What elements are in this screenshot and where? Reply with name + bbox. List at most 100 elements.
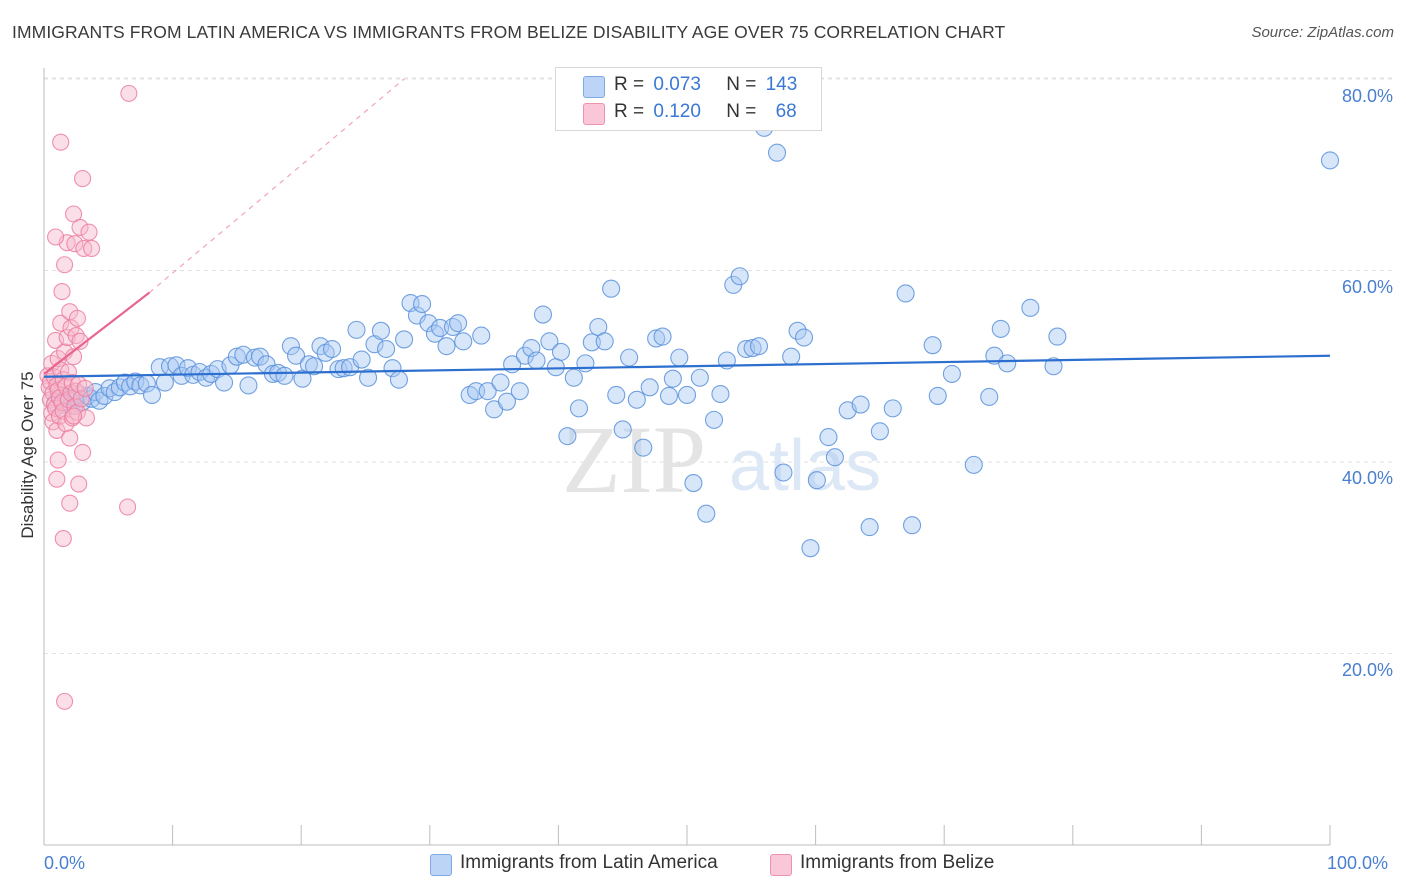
data-point-belize [48, 470, 66, 488]
data-point-latin-america [749, 337, 769, 356]
data-point-latin-america [359, 368, 378, 387]
data-point-latin-america [419, 314, 438, 333]
data-point-latin-america [287, 346, 306, 365]
data-point-latin-america [677, 385, 697, 405]
data-point-latin-america [782, 347, 801, 366]
data-point-latin-america [1320, 151, 1340, 170]
data-point-latin-america [640, 378, 659, 397]
data-point-latin-america [564, 368, 583, 387]
data-point-latin-america [1048, 327, 1067, 346]
data-point-latin-america [998, 354, 1017, 373]
data-point-belize [76, 379, 94, 397]
data-point-latin-america [743, 339, 762, 358]
data-point-latin-america [275, 366, 294, 385]
data-point-latin-america [883, 399, 902, 418]
data-point-belize [77, 409, 95, 427]
data-point-belize [83, 239, 101, 258]
data-point-latin-america [582, 333, 601, 352]
data-point-latin-america [533, 305, 553, 324]
data-point-belize [44, 413, 62, 431]
data-point-latin-america [663, 369, 682, 388]
data-point-latin-america [659, 386, 679, 405]
data-point-belize [48, 421, 66, 439]
data-point-latin-america [634, 438, 653, 457]
legend-r-value: 0.120 [653, 101, 701, 122]
data-point-latin-america [807, 471, 826, 490]
legend-r-value: 0.073 [653, 74, 701, 95]
data-point-latin-america [131, 376, 150, 395]
legend-n-value: 68 [775, 101, 797, 122]
data-point-belize [68, 309, 86, 327]
data-point-latin-america [684, 474, 703, 493]
watermark-atlas: atlas [729, 426, 881, 506]
y-tick-label-40: 40.0% [1341, 468, 1393, 488]
data-point-latin-america [413, 294, 432, 314]
data-point-latin-america [870, 422, 889, 441]
data-point-belize [52, 133, 70, 151]
data-point-latin-america [690, 368, 709, 387]
watermark-zip: ZIP [562, 406, 706, 513]
data-point-latin-america [142, 385, 162, 405]
data-point-latin-america [774, 463, 793, 482]
data-point-latin-america [980, 387, 999, 406]
data-point-latin-america [697, 504, 716, 523]
data-point-latin-america [527, 351, 546, 370]
data-point-belize [74, 170, 92, 188]
data-point-latin-america [281, 337, 300, 356]
data-point-latin-america [437, 337, 456, 356]
data-point-latin-america [613, 420, 632, 439]
data-point-latin-america [454, 332, 473, 351]
data-point-belize [61, 494, 79, 512]
data-point-latin-america [942, 364, 961, 383]
legend-r-label: R = [614, 101, 645, 122]
data-point-latin-america [825, 448, 844, 467]
data-point-latin-america [472, 326, 491, 345]
data-point-latin-america [377, 339, 396, 359]
data-point-latin-america [515, 346, 535, 365]
y-axis-title: Disability Age Over 75 [18, 371, 37, 539]
data-point-latin-america [819, 428, 838, 447]
data-point-latin-america [86, 383, 105, 402]
data-point-latin-america [431, 318, 450, 338]
data-point-latin-america [389, 370, 408, 389]
data-point-latin-america [1021, 298, 1040, 317]
data-point-latin-america [902, 516, 922, 535]
data-point-latin-america [653, 327, 672, 346]
x-tick-label-min: 0.0% [44, 853, 86, 873]
data-point-latin-america [1044, 357, 1063, 376]
legend-swatch-pink [583, 103, 605, 125]
data-point-belize [70, 475, 88, 493]
data-point-latin-america [214, 373, 234, 392]
data-point-belize [119, 498, 137, 516]
data-point-latin-america [794, 328, 814, 347]
data-point-latin-america [602, 279, 621, 298]
data-point-latin-america [540, 332, 559, 351]
data-point-belize [74, 443, 92, 461]
data-point-latin-america [239, 376, 258, 395]
data-point-latin-america [371, 321, 390, 340]
y-tick-label-80: 80.0% [1341, 86, 1393, 106]
data-point-latin-america [491, 373, 510, 392]
legend-r-label: R = [614, 74, 645, 95]
legend-n-value: 143 [765, 74, 798, 95]
data-point-latin-america [627, 390, 646, 409]
series-swatch-blue [430, 854, 452, 876]
x-tick-label-max: 100.0% [1327, 853, 1389, 873]
data-point-latin-america [767, 143, 787, 162]
chart-title: IMMIGRANTS FROM LATIN AMERICA VS IMMIGRA… [12, 22, 1006, 42]
data-point-latin-america [305, 357, 324, 376]
data-point-belize [61, 429, 79, 447]
data-point-latin-america [964, 455, 983, 474]
series-label-belize: Immigrants from Belize [800, 852, 995, 873]
data-point-belize [54, 530, 72, 548]
data-point-latin-america [227, 347, 246, 366]
data-point-belize [72, 390, 90, 408]
trend-lines [43, 78, 1331, 378]
data-point-latin-america [352, 350, 371, 369]
data-point-latin-america [991, 319, 1010, 338]
data-point-latin-america [788, 321, 807, 340]
data-point-latin-america [395, 330, 414, 349]
data-point-belize [49, 451, 67, 469]
data-point-latin-america [558, 427, 577, 446]
data-point-belize [56, 256, 74, 274]
